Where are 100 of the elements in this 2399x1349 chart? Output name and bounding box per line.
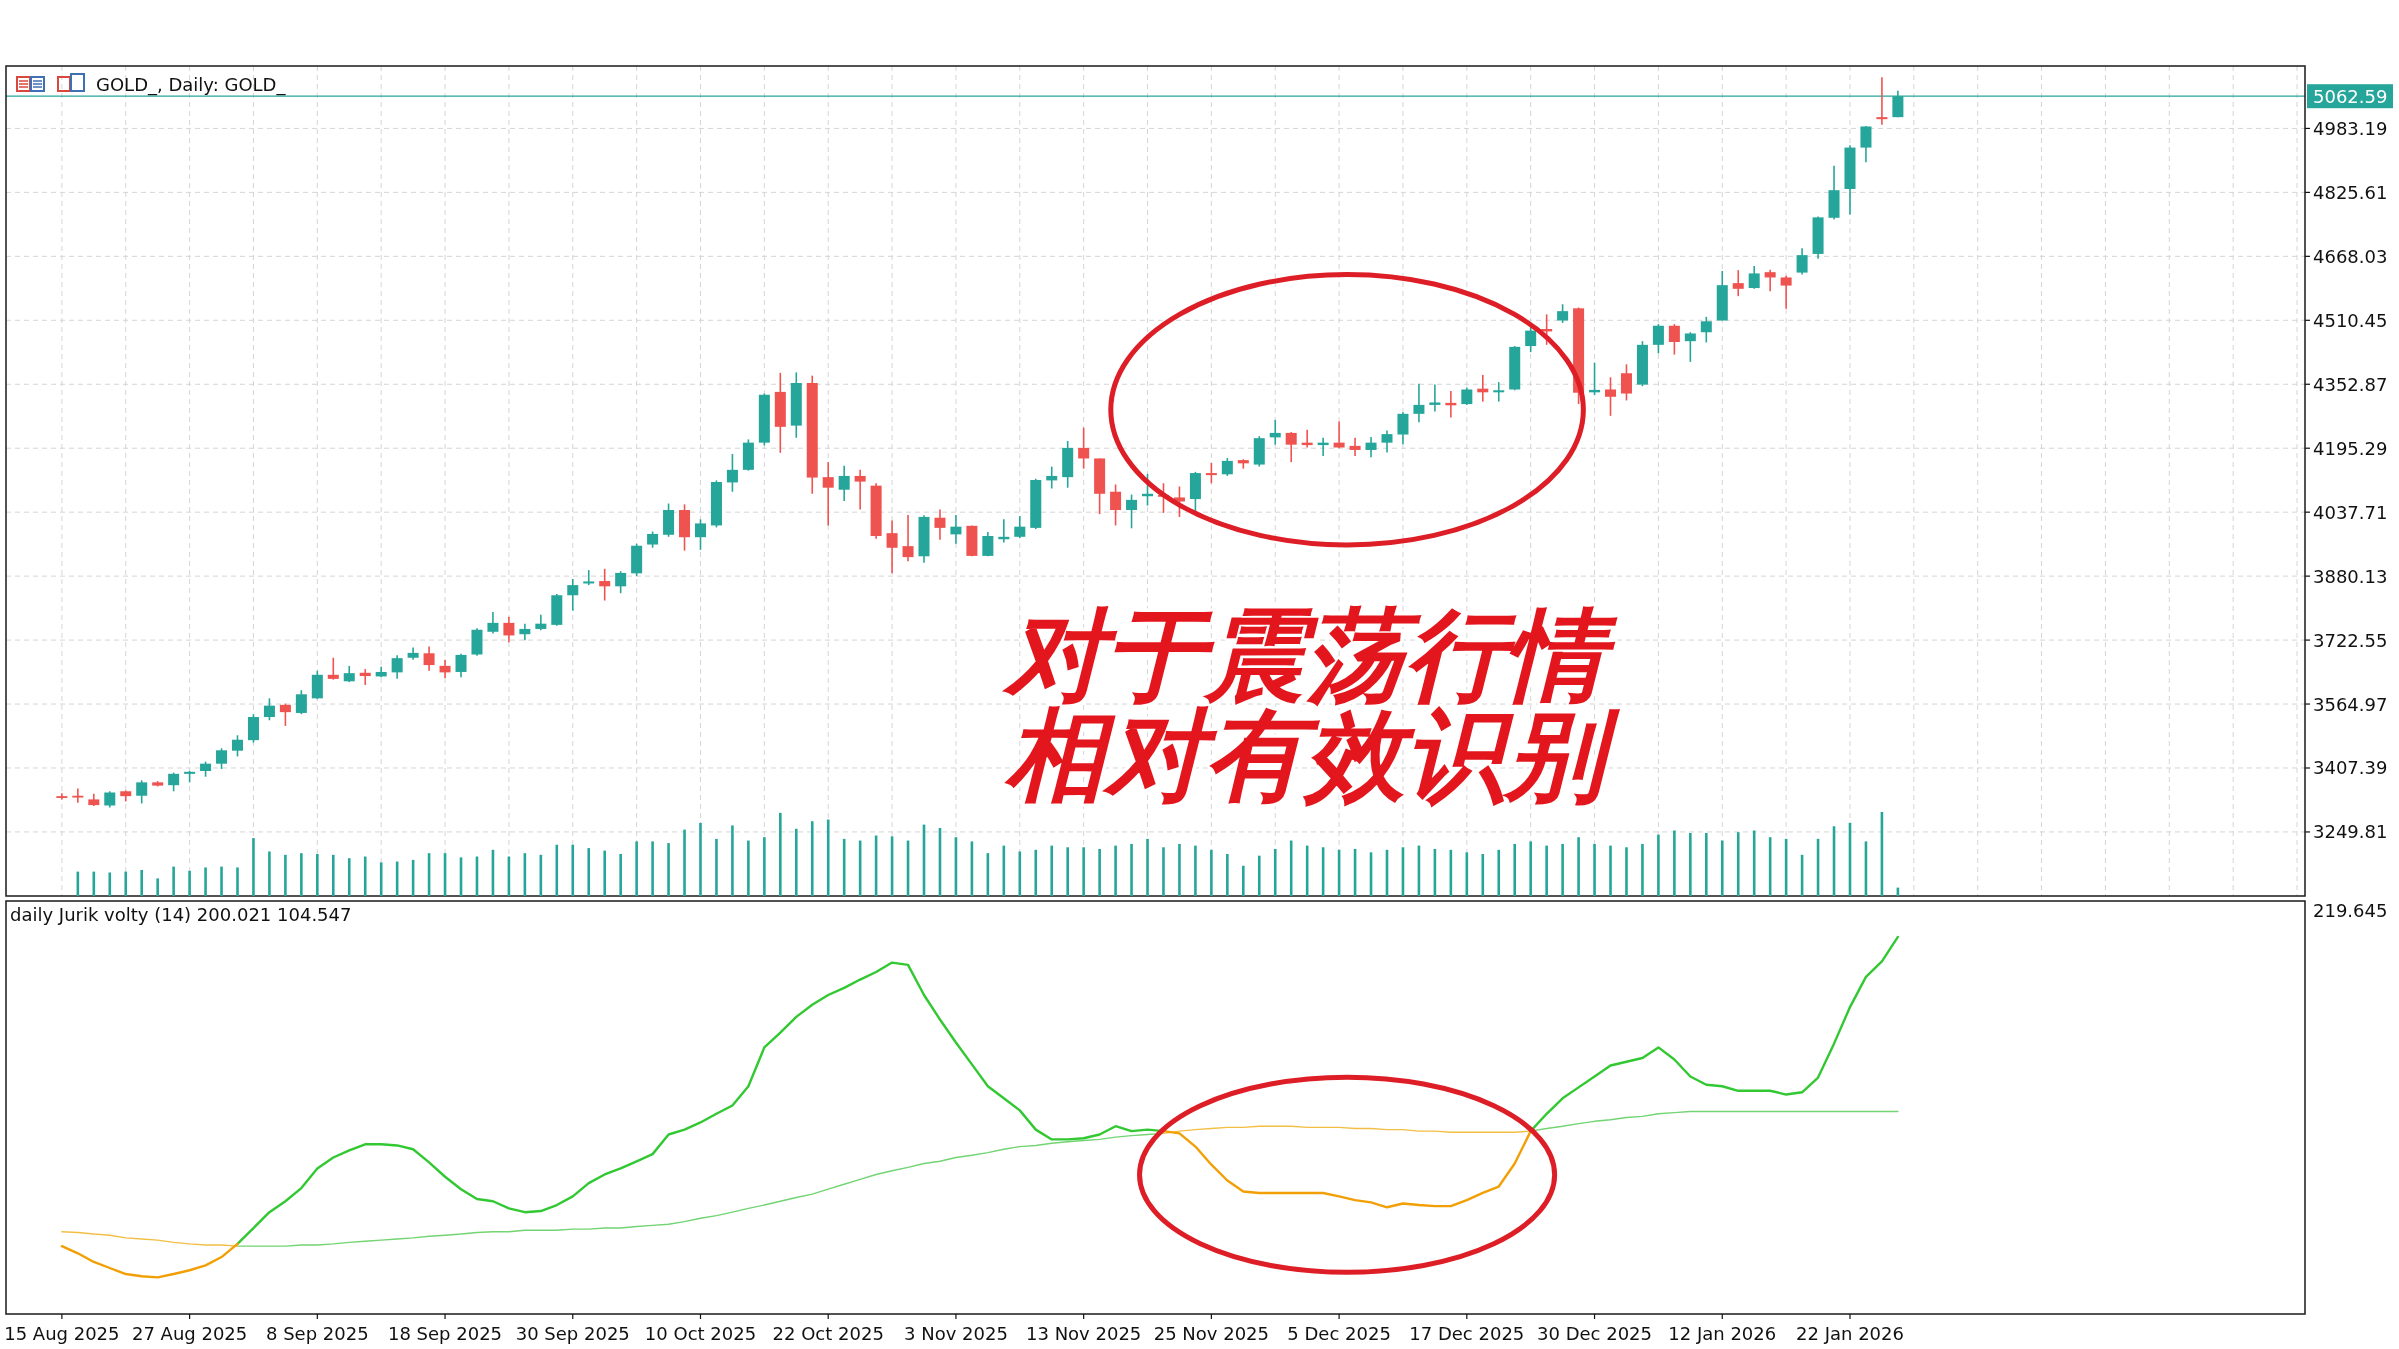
chart-title: daily Jurik volty (14) 200.021 104.547 [10,903,352,925]
candlestick [1700,316,1712,344]
bar [1050,845,1054,896]
candlestick [1126,493,1138,530]
bar [1561,843,1564,896]
candlestick [391,654,403,680]
candlestick [1429,383,1441,413]
y-tick-label: 4983.19 [2313,117,2388,139]
candlestick [327,656,339,681]
y-tick-label: 3880.13 [2313,565,2388,587]
candlestick [1110,483,1122,527]
candlestick [1605,376,1617,417]
bar [1066,847,1069,896]
candlestick [838,464,850,502]
bar [779,812,782,896]
candlestick [726,453,738,493]
candlestick [886,519,898,575]
bar [1273,848,1277,896]
bar [683,829,686,896]
y-tick-label: 4510.45 [2313,309,2388,331]
candlestick [822,461,834,527]
bar [1018,851,1022,896]
bar [140,869,144,896]
y-tick-label: 4037.71 [2313,501,2388,523]
candlestick [1876,76,1888,126]
bar [1529,841,1532,896]
x-tick-label: 25 Nov 2025 [1153,1322,1270,1344]
candlestick [1557,303,1569,324]
ref-line-label: 5062.59 [2313,85,2388,107]
candlestick [279,702,291,727]
candlestick [1285,431,1297,463]
bar [284,854,287,896]
candlestick [1732,269,1744,297]
bar [316,854,319,896]
bar [1673,830,1676,896]
bar [1194,845,1197,896]
bar [763,837,766,896]
candlestick [950,514,962,545]
candlestick [295,689,307,715]
candlestick [1381,429,1393,454]
candlestick [247,713,259,744]
x-tick-label: 30 Sep 2025 [515,1322,630,1344]
bar [794,828,798,896]
x-tick-label: 17 Dec 2025 [1409,1322,1525,1344]
bar [204,867,207,896]
bar [1657,834,1660,896]
y-tick-label: 4195.29 [2313,437,2388,459]
candlestick [263,697,275,722]
bar [188,870,191,896]
bar [715,838,718,896]
x-tick-label: 5 Dec 2025 [1287,1322,1391,1344]
y-tick-label: 3249.81 [2313,821,2388,843]
bar [1641,843,1644,896]
bar [1098,848,1101,896]
bar [172,866,175,896]
bar [1625,847,1628,896]
text: 219.645 [2313,899,2388,921]
candlestick [854,469,866,511]
candlestick [1780,275,1792,310]
bar [156,878,159,896]
candlestick [1860,125,1872,163]
y-tick-label: 3564.97 [2313,693,2388,715]
bar [268,851,271,896]
x-tick-label: 22 Jan 2026 [1796,1322,1904,1344]
candlestick [1493,381,1505,403]
candlestick [1205,462,1217,485]
bar [331,854,335,896]
candlestick [1684,331,1696,363]
bar [124,871,128,896]
bar [300,853,303,896]
candlestick [1014,515,1026,539]
bar [731,825,734,896]
y-tick-label: 4352.87 [2313,373,2388,395]
bar [1178,843,1181,896]
x-tick-label: 22 Oct 2025 [772,1322,884,1344]
candlestick [72,787,84,804]
bar [1242,865,1245,896]
bar [220,866,223,896]
candlestick [982,531,994,558]
bar [635,841,638,896]
bar [1593,843,1596,896]
candlestick [311,669,323,700]
candlestick [1269,419,1281,446]
candlestick [1397,411,1409,446]
candlestick [567,578,579,612]
bar [1577,837,1580,896]
bar [619,854,622,896]
bar [747,840,750,896]
bar [810,821,814,896]
chart-title: GOLD_, Daily: GOLD_ [96,73,287,96]
bar [1609,845,1612,896]
bar [1689,833,1692,896]
bar [1114,845,1117,896]
bar [699,822,702,896]
bar [236,867,239,896]
candlestick [694,518,706,551]
candlestick [1333,420,1345,450]
x-tick-label: 27 Aug 2025 [131,1322,248,1344]
candlestick [583,569,595,586]
bar [1481,854,1485,896]
